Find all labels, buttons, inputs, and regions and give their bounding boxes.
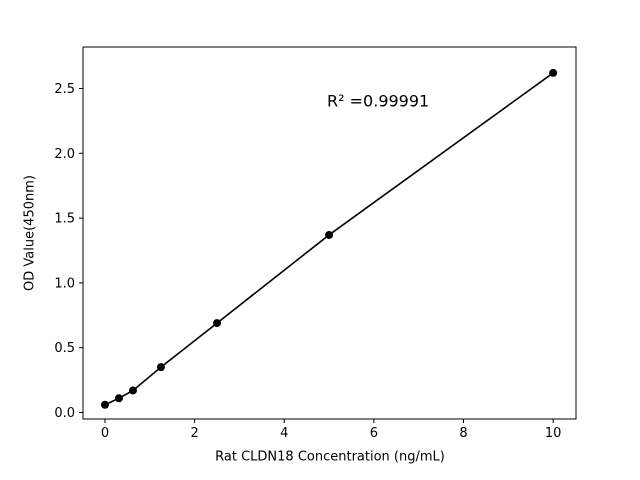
x-tick-label: 10 bbox=[545, 426, 562, 441]
data-point bbox=[128, 386, 137, 395]
x-tick-label: 2 bbox=[190, 426, 198, 441]
data-point bbox=[213, 319, 222, 328]
y-tick-label: 2.0 bbox=[54, 147, 75, 162]
y-tick-label: 0.0 bbox=[54, 406, 75, 421]
x-axis-label: Rat CLDN18 Concentration (ng/mL) bbox=[215, 449, 445, 465]
data-point bbox=[100, 400, 109, 409]
axes-frame bbox=[82, 46, 577, 420]
x-tick-label: 8 bbox=[459, 426, 467, 441]
y-tick-label: 1.0 bbox=[54, 276, 75, 291]
data-point bbox=[156, 363, 165, 372]
y-axis-label: OD Value(450nm) bbox=[22, 175, 38, 291]
y-tick-label: 2.5 bbox=[54, 82, 75, 97]
y-tick-label: 1.5 bbox=[54, 212, 75, 227]
y-tick-label: 0.5 bbox=[54, 341, 75, 356]
r-squared-annotation: R² =0.99991 bbox=[327, 91, 430, 111]
data-point bbox=[114, 394, 123, 403]
x-tick-label: 6 bbox=[370, 426, 378, 441]
x-tick-label: 4 bbox=[280, 426, 288, 441]
x-tick-label: 0 bbox=[101, 426, 109, 441]
data-point bbox=[325, 230, 334, 239]
data-point bbox=[549, 68, 558, 77]
